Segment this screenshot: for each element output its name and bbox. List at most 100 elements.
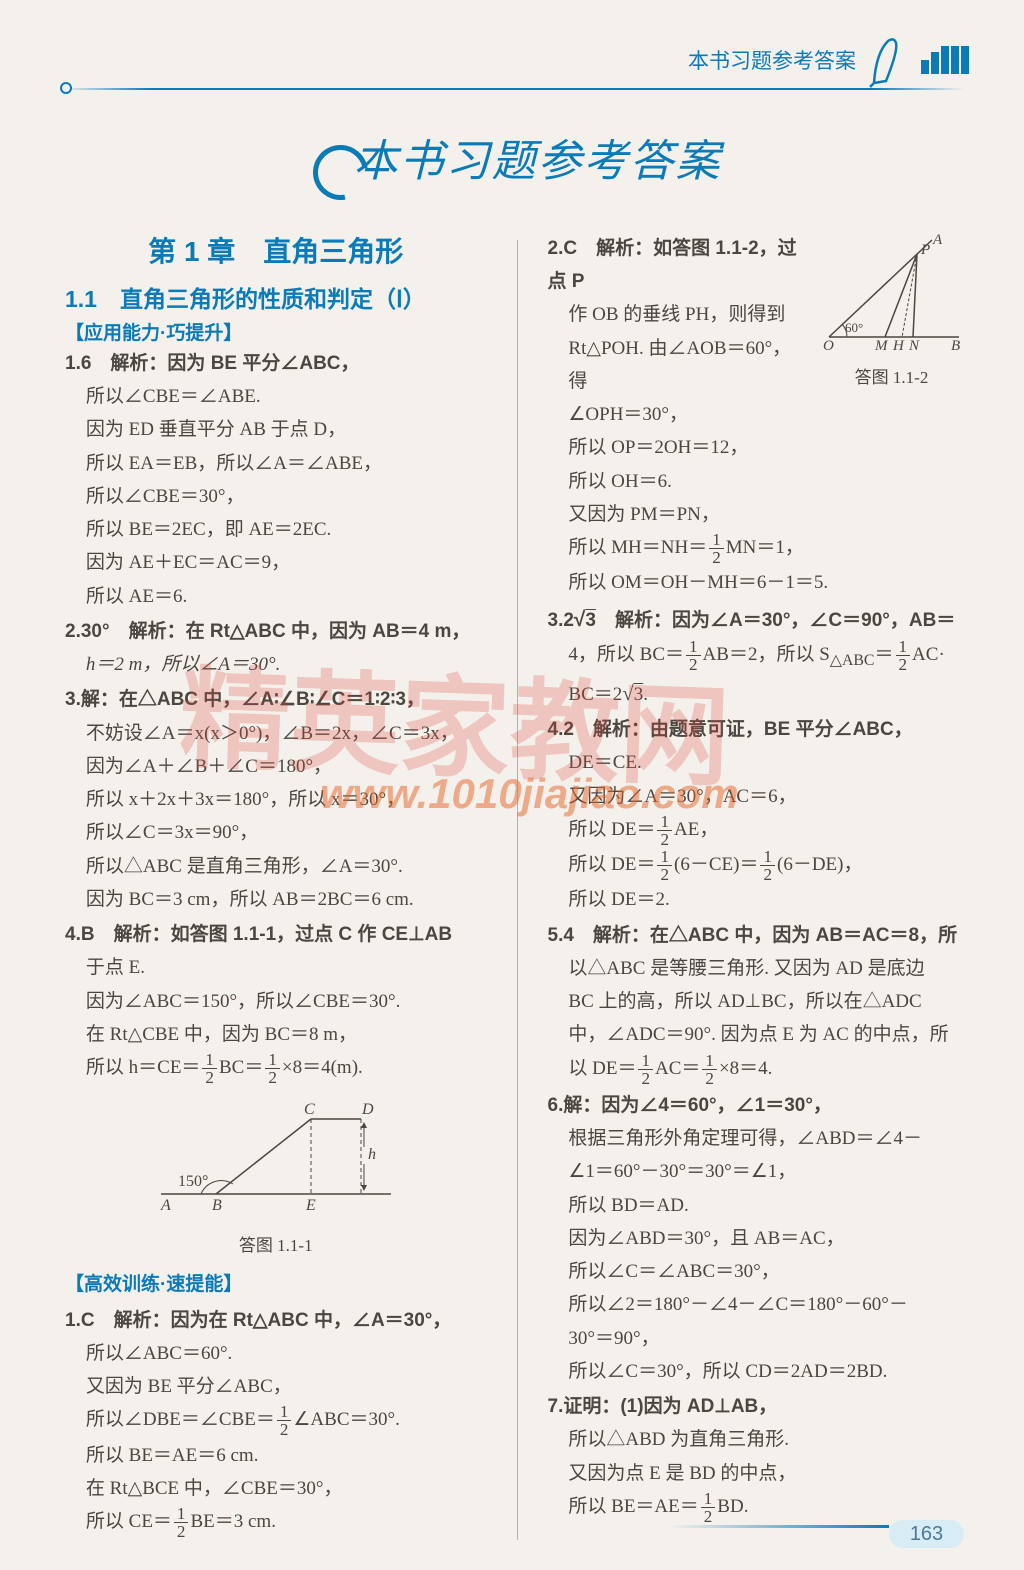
- q2-1: 2.30° 解析：在 Rt△ABC 中，因为 AB＝4 m，: [65, 615, 487, 648]
- fig2-caption: 答图 1.1-2: [814, 363, 969, 393]
- q4-1: 4.B 解析：如答图 1.1-1，过点 C 作 CE⊥AB: [65, 918, 487, 951]
- rq7-2: 所以△ABD 为直角三角形.: [548, 1423, 970, 1456]
- rq5-4: 中，∠ADC＝90°. 因为点 E 为 AC 的中点，所: [548, 1018, 970, 1051]
- q1-2: 所以∠CBE＝∠ABE.: [65, 380, 487, 413]
- rq6-8: 30°＝90°，: [548, 1322, 970, 1355]
- g2q1-6: 在 Rt△BCE 中，∠CBE＝30°，: [65, 1472, 487, 1505]
- q1-1: 1.6 解析：因为 BE 平分∠ABC，: [65, 347, 487, 380]
- group-label-2: 【高效训练·速提能】: [65, 1268, 487, 1301]
- rq7-3: 又因为点 E 是 BD 的中点，: [548, 1457, 970, 1490]
- rq3-3: BC＝2√3.: [548, 675, 970, 712]
- rq6-5: 因为∠ABD＝30°，且 AB＝AC，: [548, 1222, 970, 1255]
- rq4-3: 又因为∠A＝30°，AC＝6，: [548, 780, 970, 813]
- rq5-5: 以 DE＝12AC＝12×8＝4.: [548, 1052, 970, 1087]
- rq3-1: 3.2√3 解析：因为∠A＝30°，∠C＝90°，AB＝: [548, 602, 970, 639]
- q3-3: 因为∠A＋∠B＋∠C＝180°，: [65, 750, 487, 783]
- right-column: 60° A P O M H N B 答图 1.1-2 2.C 解析：如答图 1.…: [548, 230, 970, 1540]
- svg-text:M: M: [874, 338, 889, 352]
- q3-1: 3.解：在△ABC 中，∠A∶∠B∶∠C＝1∶2∶3，: [65, 683, 487, 716]
- figure-2: 60° A P O M H N B 答图 1.1-2: [814, 232, 969, 393]
- section-title: 1.1 直角三角形的性质和判定（Ⅰ）: [65, 280, 487, 314]
- rq6-7: 所以∠2＝180°－∠4－∠C＝180°－60°－: [548, 1288, 970, 1321]
- q2-2: h＝2 m，所以∠A＝30°.: [65, 648, 487, 681]
- page-number: 163: [889, 1520, 964, 1548]
- svg-text:A: A: [160, 1197, 171, 1214]
- q3-2: 不妨设∠A＝x(x＞0°)，∠B＝2x，∠C＝3x，: [65, 717, 487, 750]
- rq5-3: BC 上的高，所以 AD⊥BC，所以在△ADC: [548, 985, 970, 1018]
- svg-text:O: O: [823, 338, 834, 352]
- svg-text:N: N: [908, 338, 920, 352]
- q1-8: 所以 AE＝6.: [65, 580, 487, 613]
- q4-2: 于点 E.: [65, 951, 487, 984]
- header-underline: [60, 88, 964, 90]
- q3-7: 因为 BC＝3 cm，所以 AB＝2BC＝6 cm.: [65, 883, 487, 916]
- rq5-2: 以△ABC 是等腰三角形. 又因为 AD 是底边: [548, 952, 970, 985]
- rq6-3: ∠1＝60°－30°＝30°＝∠1，: [548, 1155, 970, 1188]
- q1-7: 因为 AE＋EC＝AC＝9，: [65, 546, 487, 579]
- rq2-7: 又因为 PM＝PN，: [548, 498, 970, 531]
- g2q1-3: 又因为 BE 平分∠ABC，: [65, 1370, 487, 1403]
- main-title: 本书习题参考答案: [354, 125, 722, 189]
- svg-text:H: H: [892, 338, 905, 352]
- q1-5: 所以∠CBE＝30°，: [65, 480, 487, 513]
- q4-5: 所以 h＝CE＝12BC＝12×8＝4(m).: [65, 1051, 487, 1086]
- g2q1-4: 所以∠DBE＝∠CBE＝12∠ABC＝30°.: [65, 1403, 487, 1438]
- right-content: 60° A P O M H N B 答图 1.1-2 2.C 解析：如答图 1.…: [548, 232, 970, 1525]
- header-circle: [60, 82, 72, 94]
- page-header: 本书习题参考答案: [65, 30, 969, 90]
- rq2-5: 所以 OP＝2OH＝12，: [548, 431, 970, 464]
- q3-5: 所以∠C＝3x＝90°，: [65, 816, 487, 849]
- svg-text:D: D: [361, 1101, 374, 1118]
- rq4-1: 4.2 解析：由题意可证，BE 平分∠ABC，: [548, 713, 970, 746]
- rq6-4: 所以 BD＝AD.: [548, 1189, 970, 1222]
- svg-text:E: E: [305, 1197, 316, 1214]
- svg-text:C: C: [304, 1101, 315, 1118]
- g2q1-7: 所以 CE＝12BE＝3 cm.: [65, 1505, 487, 1540]
- left-content: 1.6 解析：因为 BE 平分∠ABC， 所以∠CBE＝∠ABE. 因为 ED …: [65, 347, 487, 1540]
- q1-3: 因为 ED 垂直平分 AB 于点 D，: [65, 413, 487, 446]
- svg-text:B: B: [212, 1197, 222, 1214]
- svg-text:P: P: [920, 242, 930, 258]
- q3-6: 所以△ABC 是直角三角形，∠A＝30°.: [65, 850, 487, 883]
- rq7-1: 7.证明：(1)因为 AD⊥AB，: [548, 1390, 970, 1423]
- header-title: 本书习题参考答案: [688, 45, 856, 75]
- rq4-6: 所以 DE＝2.: [548, 883, 970, 916]
- rq4-2: DE＝CE.: [548, 746, 970, 779]
- q3-4: 所以 x＋2x＋3x＝180°，所以 x＝30°，: [65, 783, 487, 816]
- svg-text:h: h: [368, 1146, 376, 1163]
- rq2-9: 所以 OM＝OH－MH＝6－1＝5.: [548, 566, 970, 599]
- column-divider: [517, 240, 518, 1540]
- rq3-2: 4，所以 BC＝12AB＝2，所以 S△ABC＝12AC·: [548, 638, 970, 674]
- q1-6: 所以 BE＝2EC，即 AE＝2EC.: [65, 513, 487, 546]
- fig1-caption: 答图 1.1-1: [65, 1231, 487, 1261]
- chapter-title: 第 1 章 直角三角形: [65, 230, 487, 270]
- rq2-6: 所以 OH＝6.: [548, 465, 970, 498]
- pen-icon: [866, 33, 911, 88]
- g2q1-2: 所以∠ABC＝60°.: [65, 1337, 487, 1370]
- svg-text:B: B: [951, 338, 960, 352]
- svg-text:150°: 150°: [178, 1173, 208, 1190]
- svg-text:A: A: [932, 232, 943, 248]
- rq6-6: 所以∠C＝∠ABC＝30°，: [548, 1255, 970, 1288]
- left-column: 第 1 章 直角三角形 1.1 直角三角形的性质和判定（Ⅰ） 【应用能力·巧提升…: [65, 230, 487, 1540]
- g2q1-1: 1.C 解析：因为在 Rt△ABC 中，∠A＝30°，: [65, 1304, 487, 1337]
- svg-text:60°: 60°: [845, 320, 863, 335]
- figure-1: 150° A B C D E h 答图 1.1-1: [65, 1094, 487, 1260]
- header-decoration-bars: [921, 46, 969, 74]
- rq6-2: 根据三角形外角定理可得，∠ABD＝∠4－: [548, 1122, 970, 1155]
- q4-3: 因为∠ABC＝150°，所以∠CBE＝30°.: [65, 985, 487, 1018]
- q1-4: 所以 EA＝EB，所以∠A＝∠ABE，: [65, 447, 487, 480]
- q4-4: 在 Rt△CBE 中，因为 BC＝8 m，: [65, 1018, 487, 1051]
- rq2-4: ∠OPH＝30°，: [548, 398, 970, 431]
- main-title-wrap: 本书习题参考答案: [65, 125, 969, 200]
- rq6-1: 6.解：因为∠4＝60°，∠1＝30°，: [548, 1089, 970, 1122]
- rq4-4: 所以 DE＝12AE，: [548, 813, 970, 848]
- rq6-9: 所以∠C＝30°，所以 CD＝2AD＝2BD.: [548, 1355, 970, 1388]
- g2q1-5: 所以 BE＝AE＝6 cm.: [65, 1439, 487, 1472]
- footer-decoration: [669, 1525, 889, 1528]
- rq4-5: 所以 DE＝12(6－CE)＝12(6－DE)，: [548, 848, 970, 883]
- group-label-1: 【应用能力·巧提升】: [65, 318, 487, 345]
- content-columns: 第 1 章 直角三角形 1.1 直角三角形的性质和判定（Ⅰ） 【应用能力·巧提升…: [65, 230, 969, 1540]
- rq5-1: 5.4 解析：在△ABC 中，因为 AB＝AC＝8，所: [548, 919, 970, 952]
- rq2-8: 所以 MH＝NH＝12MN＝1，: [548, 531, 970, 566]
